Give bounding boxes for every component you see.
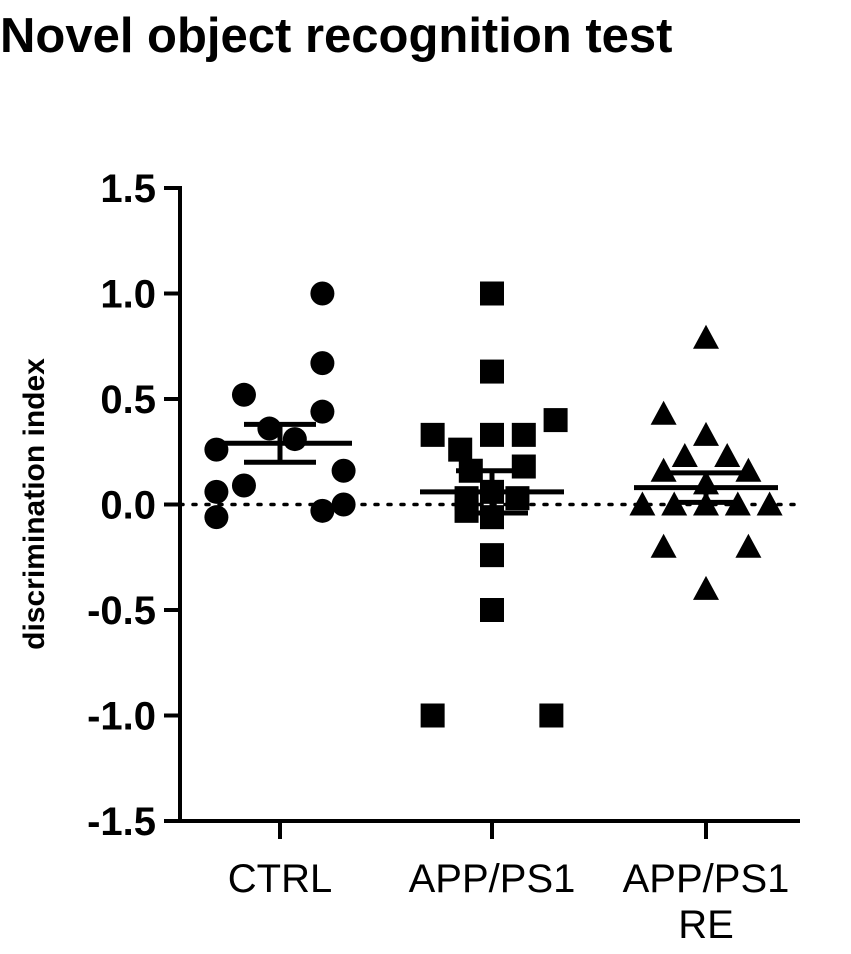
data-point-circle: [310, 399, 335, 424]
data-point-circle: [204, 479, 229, 504]
data-point-triangle: [629, 491, 656, 516]
data-point-square: [480, 422, 504, 447]
data-point-circle: [331, 458, 356, 483]
x-tick-label: APP/PS1: [409, 857, 576, 901]
data-point-circle: [310, 281, 335, 306]
data-point-square: [480, 359, 504, 384]
mean-sem-bars: [208, 421, 778, 516]
y-tick-label: 1.0: [100, 273, 156, 317]
y-tick-label: -0.5: [87, 589, 156, 633]
data-point-triangle: [693, 575, 719, 600]
data-point-square: [511, 454, 536, 479]
data-point-triangle: [735, 457, 762, 482]
data-point-triangle: [671, 442, 698, 467]
data-point-triangle: [650, 457, 677, 482]
y-tick-label: 0.0: [100, 484, 156, 528]
chart-title: Novel object recognition test: [0, 9, 672, 63]
data-point-triangle: [650, 400, 677, 425]
y-tick-label: 0.5: [100, 378, 156, 422]
data-point-triangle: [735, 533, 762, 558]
data-point-triangle: [714, 442, 741, 467]
data-point-circle: [331, 492, 356, 517]
data-point-circle: [231, 382, 256, 407]
data-point-square: [480, 281, 504, 306]
data-point-square: [420, 703, 445, 728]
tick-labels: 1.5 1.0 0.5 0.0 -0.5 -1.0 -1.5 CTRL APP/PS1 APP/P…: [87, 167, 789, 947]
x-tick-label: APP/PS1: [623, 857, 790, 901]
data-point-square: [448, 437, 473, 462]
data-point-square: [480, 543, 504, 568]
data-point-circle: [204, 505, 229, 530]
data-point-square: [543, 408, 568, 433]
data-point-triangle: [650, 533, 677, 558]
axes: [164, 186, 802, 839]
data-point-square: [539, 703, 564, 728]
x-tick-label: RE: [678, 903, 734, 947]
data-point-square: [511, 422, 536, 447]
data-point-circle: [310, 498, 335, 523]
data-point-square: [420, 422, 445, 447]
y-tick-label: 1.5: [100, 167, 156, 211]
y-tick-label: -1.5: [87, 800, 156, 844]
y-axis-label: discrimination index: [18, 358, 51, 650]
data-point-triangle: [693, 324, 719, 349]
data-point-square: [480, 598, 504, 622]
data-point-circle: [231, 473, 256, 498]
y-tick-label: -1.0: [87, 695, 156, 739]
data-point-circle: [310, 351, 335, 376]
data-point-triangle: [693, 421, 719, 446]
x-tick-label: CTRL: [228, 857, 332, 901]
data-point-circle: [282, 427, 307, 452]
data-point-triangle: [756, 491, 783, 516]
